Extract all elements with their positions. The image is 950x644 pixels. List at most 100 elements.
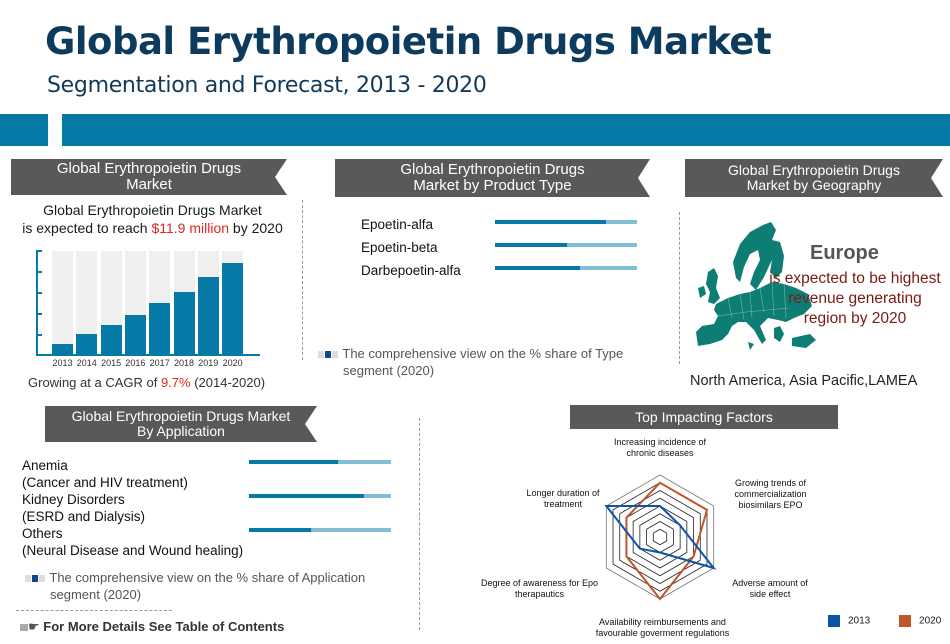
bar-2020 (222, 251, 244, 354)
bar-fill (197, 276, 219, 354)
radar-series-2013 (604, 505, 717, 570)
legend-light-icon (39, 575, 45, 583)
segment-label: Epoetin-beta (361, 240, 438, 255)
bar-2017 (149, 251, 171, 354)
cagr-value: 9.7% (160, 375, 191, 390)
market-value: $11.9 million (151, 220, 230, 236)
geography-other-regions: North America, Asia Pacific,LAMEA (690, 373, 918, 389)
market-intro: Global Erythropoietin Drugs Market is ex… (10, 201, 295, 237)
page-title: Global Erythropoietin Drugs Market (45, 20, 772, 63)
y-tick (36, 271, 42, 273)
radar-label-lower-left: Degree of awareness for Epo therapautics (480, 578, 599, 599)
legend-light-icon (332, 351, 338, 359)
market-intro-line2: is expected to reach $11.9 million by 20… (22, 220, 283, 236)
x-tick-label: 2020 (222, 358, 243, 368)
geography-ribbon: Global Erythropoietin Drugs Market by Ge… (685, 159, 943, 197)
x-tick-label: 2018 (173, 358, 195, 368)
radar-label-bottom: Availability reimbursements and favourab… (595, 617, 730, 638)
geography-ribbon-line2: Market by Geography (746, 177, 882, 193)
separator-horizontal (16, 610, 172, 611)
radar-series-2020 (625, 481, 709, 601)
segment-label: Epoetin-alfa (361, 217, 434, 232)
bar-2018 (173, 251, 195, 354)
europe-map-icon (696, 222, 816, 350)
application-ribbon: Global Erythropoietin Drugs Market By Ap… (45, 406, 317, 442)
banner-block-small (0, 114, 48, 146)
bar-fill (76, 334, 98, 354)
banner-bar (62, 114, 950, 146)
segment-label: Anemia (Cancer and HIV treatment) (22, 458, 188, 490)
bar-fill (149, 302, 171, 354)
square-bullet-icon (20, 624, 28, 632)
application-note: The comprehensive view on the % share of… (25, 569, 385, 603)
separator-vertical-3 (419, 418, 420, 630)
page-subtitle: Segmentation and Forecast, 2013 - 2020 (47, 73, 487, 98)
geography-ribbon-line1: Global Erythropoietin Drugs (728, 162, 900, 179)
x-axis (36, 354, 260, 356)
legend-dark-icon (325, 351, 331, 359)
cagr-text: Growing at a CAGR of 9.7% (2014-2020) (28, 375, 266, 390)
y-tick (36, 334, 42, 336)
segment-share-fill (249, 460, 339, 464)
segment-share-bar (249, 494, 391, 498)
bar-2014 (76, 251, 98, 354)
legend-light-icon (25, 575, 31, 583)
bar-2019 (197, 251, 219, 354)
segment-share-bar (495, 266, 637, 270)
x-tick-label: 2014 (76, 358, 97, 368)
segment-label: Others (Neural Disease and Wound healing) (22, 526, 244, 558)
segment-share-fill (495, 266, 581, 270)
legend-dark-icon (32, 575, 38, 583)
legend-2013-swatch (828, 615, 840, 627)
y-tick (36, 250, 42, 252)
application-ribbon-line1: Global Erythropoietin Drugs Market (71, 408, 291, 425)
segment-share-fill (495, 243, 568, 247)
y-tick (36, 313, 42, 315)
geography-region: Europe (810, 242, 879, 264)
bar-fill (100, 325, 122, 354)
x-tick-label: 2013 (52, 358, 73, 368)
legend-light-icon (318, 351, 324, 359)
y-axis (36, 250, 38, 356)
radar-label-upper-right: Growing trends of commercialization bios… (734, 478, 807, 510)
separator-vertical-2 (679, 212, 680, 364)
pointing-hand-icon: ☛ (28, 619, 40, 634)
segment-share-fill (249, 494, 365, 498)
legend-2020-swatch (899, 615, 912, 627)
market-intro-line1: Global Erythropoietin Drugs Market (43, 202, 262, 218)
bar-fill (52, 343, 73, 354)
x-tick-label: 2019 (198, 358, 219, 368)
market-bar-chart: 2013 2014 2015 2016 2017 2018 2019 2020 (30, 250, 260, 368)
segment-share-bar (249, 528, 391, 532)
market-ribbon-line1: Global Erythropoietin Drugs (56, 160, 242, 178)
segment-share-bar (495, 243, 637, 247)
radar-label-top: Increasing incidence of chronic diseases (613, 437, 707, 458)
bar-2013 (52, 251, 73, 354)
y-tick (36, 292, 42, 294)
product-note: The comprehensive view on the % share of… (318, 345, 638, 379)
bar-2015 (100, 251, 122, 354)
product-ribbon-line2: Market by Product Type (413, 177, 572, 194)
factors-ribbon: Top Impacting Factors (570, 405, 838, 429)
bar-fill (124, 314, 146, 354)
segment-share-bar (249, 460, 391, 464)
radar-legend: 2013 2020 (828, 615, 941, 627)
impacting-factors-radar-chart (604, 474, 717, 601)
radar-label-lower-right: Adverse amount of side effect (732, 578, 808, 599)
product-ribbon: Global Erythropoietin Drugs Market by Pr… (335, 159, 650, 197)
bar-fill (222, 263, 244, 354)
market-ribbon-line2: Market (126, 176, 172, 193)
segment-label: Darbepoetin-alfa (361, 263, 461, 278)
x-tick-label: 2016 (125, 358, 146, 368)
segment-share-fill (495, 220, 606, 224)
table-of-contents-link[interactable]: ☛ For More Details See Table of Contents (20, 619, 284, 635)
x-tick-label: 2017 (149, 358, 170, 368)
x-tick-label: 2015 (101, 358, 122, 368)
bar-fill (173, 292, 195, 354)
bar-2016 (124, 251, 146, 354)
segment-share-bar (495, 220, 637, 224)
market-ribbon: Global Erythropoietin Drugs Market (11, 159, 287, 195)
product-ribbon-line1: Global Erythropoietin Drugs (400, 161, 585, 179)
radar-label-upper-left: Longer duration of treatment (526, 488, 600, 509)
geography-statement: is expected to be highest revenue genera… (769, 270, 941, 327)
